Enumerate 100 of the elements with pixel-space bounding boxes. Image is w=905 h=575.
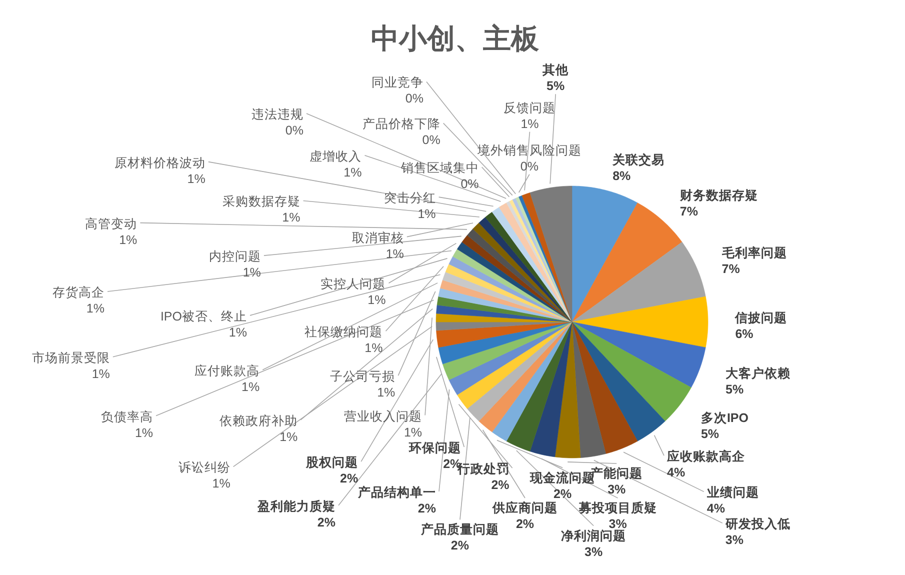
slice-label: 市场前景受限 xyxy=(32,350,110,365)
data-label: 2% xyxy=(554,486,572,501)
data-label: 3% xyxy=(584,544,603,559)
slice-label: 负债率高 xyxy=(101,408,154,424)
data-label: 3% xyxy=(608,482,626,497)
slice-label: 股权问题 xyxy=(305,456,358,470)
data-label: 1% xyxy=(377,386,396,400)
data-label: 3% xyxy=(725,533,744,548)
data-label: 1% xyxy=(134,426,154,440)
data-label: 1% xyxy=(344,165,362,180)
pie-slice xyxy=(492,322,572,442)
pie-slice xyxy=(572,322,638,454)
pie-slice xyxy=(572,242,706,322)
data-label: 2% xyxy=(491,478,510,492)
data-label: 1% xyxy=(242,380,260,394)
data-label: 1% xyxy=(119,232,138,247)
data-label: 2% xyxy=(340,472,358,486)
slice-label: 产品质量问题 xyxy=(420,522,499,537)
data-label: 1% xyxy=(386,246,404,261)
data-label: 6% xyxy=(735,327,754,341)
slice-label: 供应商问题 xyxy=(492,500,558,515)
data-label: 5% xyxy=(546,79,565,94)
slice-label: 其他 xyxy=(542,63,570,78)
slice-label: 应付账款高 xyxy=(194,362,260,378)
slice-label: 实控人问题 xyxy=(320,277,386,292)
data-label: 5% xyxy=(700,427,720,442)
data-label: 4% xyxy=(667,466,686,480)
data-label: 4% xyxy=(706,502,725,516)
slice-label: 盈利能力质疑 xyxy=(256,498,336,514)
data-label: 1% xyxy=(92,366,110,381)
pie-slice xyxy=(572,322,706,388)
slice-label: 环保问题 xyxy=(408,440,462,455)
pie-slice xyxy=(448,322,572,396)
slice-label: 高管变动 xyxy=(85,216,138,231)
slice-label: 产品结构单一 xyxy=(357,484,436,500)
slice-label: 子公司亏损 xyxy=(330,370,396,384)
data-label: 1% xyxy=(368,293,386,308)
pie-slice xyxy=(506,322,572,452)
pie-slice xyxy=(436,313,572,322)
slice-label: 社保缴纳问题 xyxy=(304,325,383,340)
pie-slice xyxy=(572,322,606,458)
slice-label: 反馈问题 xyxy=(504,100,556,115)
pie-slice xyxy=(438,322,572,364)
slice-label: 存货高企 xyxy=(52,284,104,300)
pie-slice xyxy=(554,322,581,458)
data-label: 2% xyxy=(450,538,470,553)
slice-label: 财务数据存疑 xyxy=(678,188,758,203)
slice-label: 净利润问题 xyxy=(561,528,626,543)
slice-label: 信披问题 xyxy=(734,311,788,325)
slice-label: 大客户依赖 xyxy=(726,365,791,380)
slice-label: 营业收入问题 xyxy=(344,409,422,424)
slice-label: 内控问题 xyxy=(208,250,261,264)
data-label: 0% xyxy=(520,159,538,174)
pie-slice xyxy=(436,322,572,348)
data-label: 0% xyxy=(285,123,304,138)
slice-label: 研发投入低 xyxy=(724,516,790,532)
data-label: 2% xyxy=(418,501,436,516)
data-label: 2% xyxy=(516,516,534,531)
slice-label: 违法违规 xyxy=(251,107,304,122)
pie-slice xyxy=(457,322,572,409)
pie-slice xyxy=(530,322,572,458)
slice-label: 关联交易 xyxy=(612,152,665,167)
data-label: 1% xyxy=(418,207,436,222)
pie-slice xyxy=(572,186,638,322)
pie-slice xyxy=(572,296,708,348)
data-label: 1% xyxy=(86,302,104,316)
slice-label: 多次IPO xyxy=(700,411,749,426)
pie-slice xyxy=(467,322,572,422)
pie-slice xyxy=(572,322,666,442)
data-label: 0% xyxy=(460,177,479,192)
data-label: 1% xyxy=(228,325,248,340)
data-label: 0% xyxy=(405,92,424,106)
data-label: 1% xyxy=(404,425,422,440)
slice-label: 应收账款高企 xyxy=(666,448,746,464)
slice-label: 业绩问题 xyxy=(706,486,759,500)
slice-label: 产品价格下降 xyxy=(362,117,440,132)
data-label: 1% xyxy=(187,172,206,186)
data-label: 1% xyxy=(364,341,383,356)
data-label: 7% xyxy=(680,204,698,219)
slice-label: 突击分红 xyxy=(384,191,436,206)
slice-label: 毛利率问题 xyxy=(720,245,787,260)
pie-slice xyxy=(478,322,572,432)
slice-label: 境外销售风险问题 xyxy=(476,142,582,158)
data-label: 1% xyxy=(212,476,230,491)
pie-slice xyxy=(436,304,572,322)
pie-slice xyxy=(440,280,572,322)
slice-label: 虚增收入 xyxy=(310,149,362,164)
data-label: 5% xyxy=(726,382,744,396)
data-label: 1% xyxy=(520,116,539,131)
data-label: 1% xyxy=(242,266,261,280)
slice-label: 销售区域集中 xyxy=(400,161,479,176)
title: 中小创、主板 xyxy=(371,23,539,54)
slice-label: 募投项目质疑 xyxy=(578,500,657,516)
slice-label: 取消审核 xyxy=(352,230,404,245)
pie-slice xyxy=(442,322,572,380)
slice-label: 采购数据存疑 xyxy=(222,194,300,209)
slice-label: 同业竞争 xyxy=(371,76,424,90)
slice-label: 依赖政府补助 xyxy=(220,412,298,428)
slice-label: IPO被否、终止 xyxy=(160,309,248,324)
data-label: 8% xyxy=(612,168,631,183)
